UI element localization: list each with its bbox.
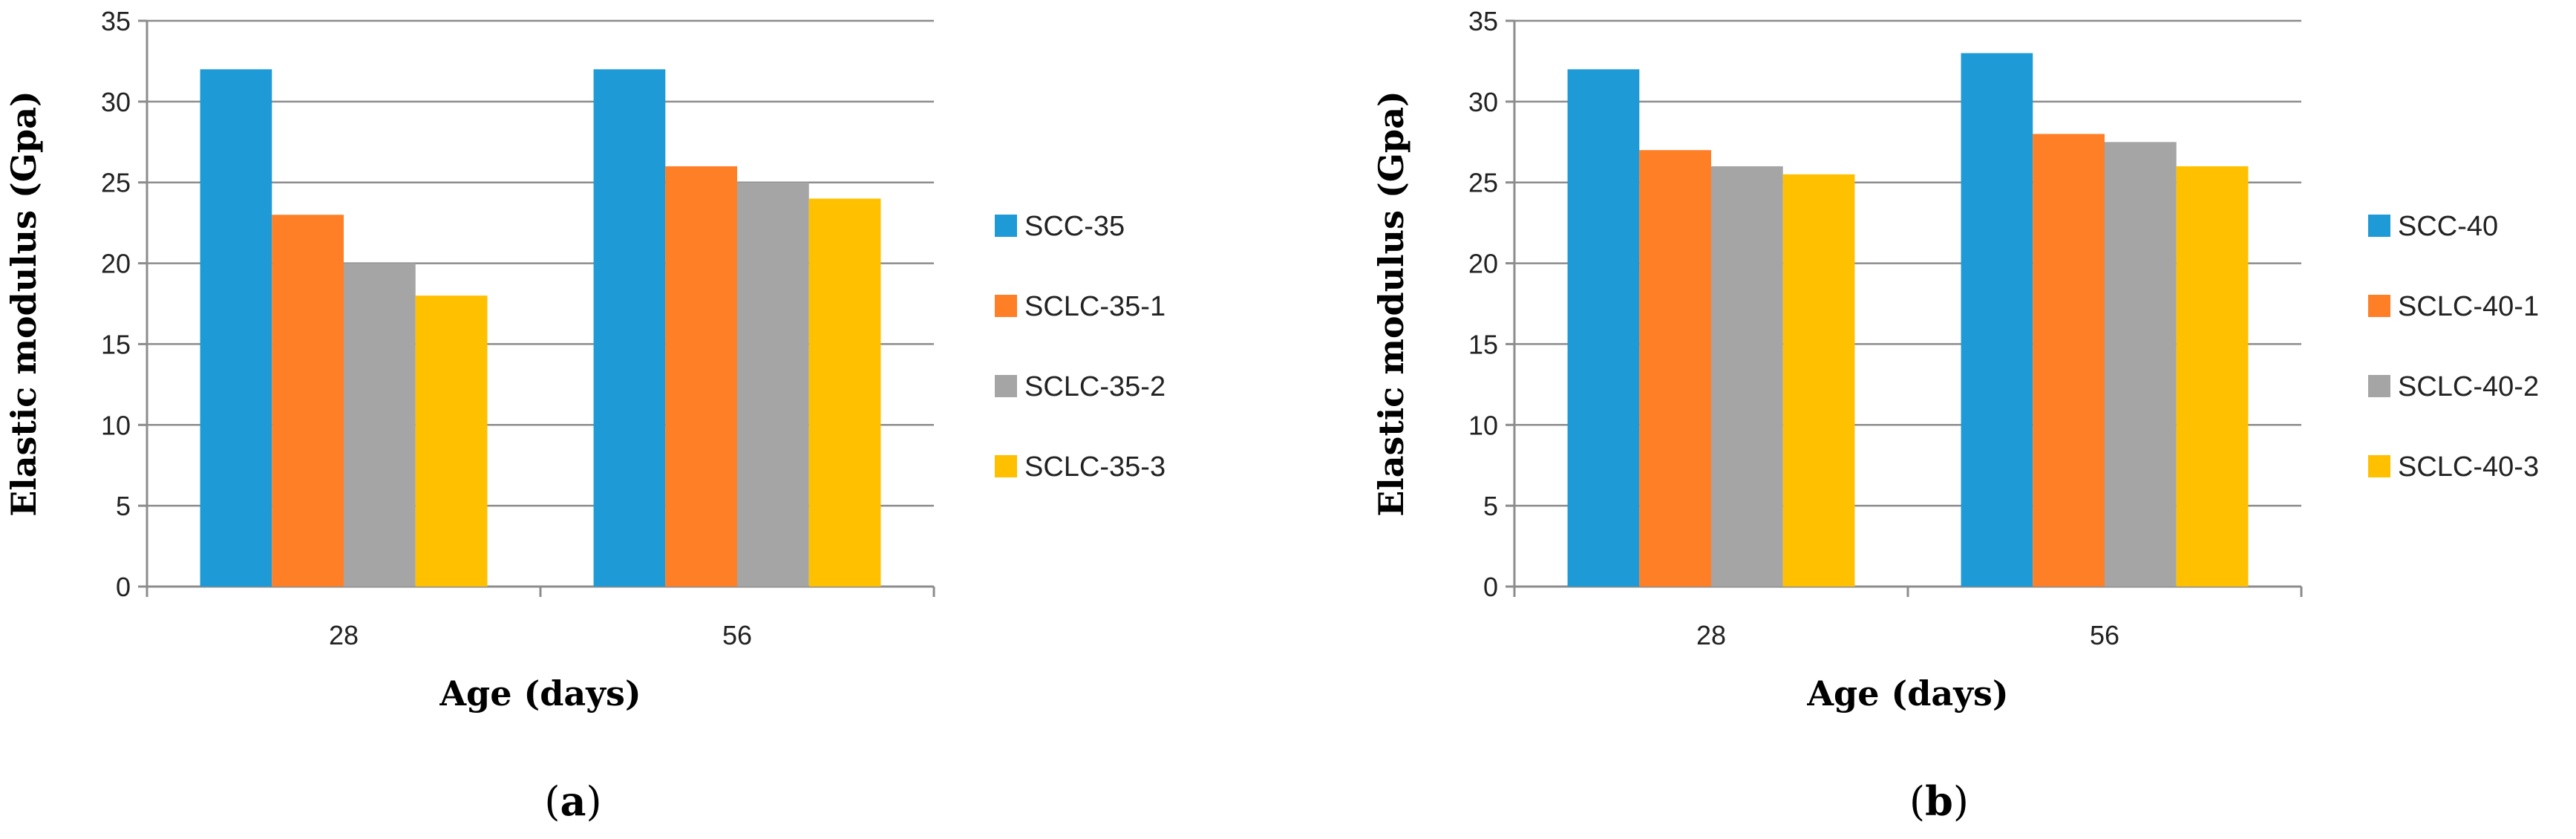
- chart-panel-a: 0 5 10 15 20 25 30 35 28 56 SCC-35 SCLC-35-1 SCLC-35…: [4, 6, 1166, 825]
- legend-label: SCLC-40-1: [2398, 291, 2539, 322]
- bar-SCLC-40-2-56: [2105, 142, 2177, 587]
- legend-swatch: [2368, 295, 2390, 317]
- y-tick-label: 5: [116, 491, 131, 521]
- caption-letter: a: [560, 777, 586, 825]
- caption-close-paren: ): [1953, 778, 1969, 825]
- y-tick-label: 10: [101, 410, 131, 440]
- y-tick-label: 25: [1468, 168, 1498, 198]
- y-tick-label: 5: [1483, 491, 1498, 521]
- x-tick-label: 56: [2090, 620, 2119, 650]
- legend-label: SCLC-40-3: [2398, 451, 2539, 483]
- bar-SCLC-35-3-56: [808, 198, 881, 587]
- y-tick-label: 30: [1468, 87, 1498, 117]
- bar-SCLC-35-2-28: [344, 263, 416, 587]
- x-tick-label: 56: [722, 620, 752, 650]
- caption-open-paren: (: [544, 778, 560, 825]
- legend-swatch: [2368, 455, 2390, 477]
- y-tick-label: 25: [101, 168, 131, 198]
- caption-open-paren: (: [1909, 778, 1925, 825]
- y-tick-label: 15: [101, 329, 131, 359]
- x-tick-label: 28: [1696, 620, 1726, 650]
- legend-label: SCC-35: [1024, 211, 1125, 242]
- y-tick-label: 35: [101, 6, 131, 36]
- bar-SCLC-40-2-28: [1711, 166, 1783, 587]
- legend-label: SCLC-40-2: [2398, 371, 2539, 402]
- legend-swatch: [995, 375, 1017, 397]
- bar-SCLC-40-3-56: [2176, 166, 2249, 587]
- bar-SCLC-35-2-56: [737, 182, 809, 587]
- legend-label: SCC-40: [2398, 211, 2498, 242]
- legend-label: SCLC-35-1: [1024, 291, 1166, 322]
- y-tick-label: 30: [101, 87, 131, 117]
- caption-letter: b: [1925, 777, 1953, 825]
- y-tick-label: 20: [101, 249, 131, 279]
- bar-SCC-35-28: [200, 69, 272, 587]
- legend-swatch: [2368, 375, 2390, 397]
- bar-SCC-35-56: [593, 69, 666, 587]
- x-axis-title: Age (days): [439, 673, 641, 714]
- y-tick-label: 0: [116, 572, 131, 602]
- caption-close-paren: ): [586, 778, 602, 825]
- legend-swatch: [995, 215, 1017, 237]
- bar-SCLC-40-1-28: [1639, 150, 1711, 587]
- bar-SCLC-35-1-28: [272, 215, 344, 587]
- panel-caption: (b): [1909, 777, 1969, 825]
- bar-SCC-40-28: [1567, 69, 1640, 587]
- bar-SCLC-35-1-56: [665, 166, 737, 587]
- bar-SCC-40-56: [1961, 53, 2033, 587]
- y-tick-label: 35: [1468, 6, 1498, 36]
- chart-panel-b: 0 5 10 15 20 25 30 35 28 56 SCC-40 SCLC-40-1 SCLC-40…: [1371, 6, 2539, 825]
- legend-swatch: [2368, 215, 2390, 237]
- bar-SCLC-35-3-28: [415, 296, 488, 587]
- panel-caption: (a): [544, 777, 601, 825]
- x-tick-label: 28: [329, 620, 359, 650]
- legend-label: SCLC-35-3: [1024, 451, 1166, 483]
- y-axis-title: Elastic modulus (Gpa): [1371, 91, 1411, 517]
- legend-swatch: [995, 295, 1017, 317]
- legend-label: SCLC-35-2: [1024, 371, 1166, 402]
- y-tick-label: 20: [1468, 249, 1498, 279]
- bar-SCLC-40-3-28: [1782, 174, 1855, 587]
- y-tick-label: 0: [1483, 572, 1498, 602]
- y-axis-title: Elastic modulus (Gpa): [4, 91, 44, 517]
- y-tick-label: 10: [1468, 410, 1498, 440]
- y-tick-label: 15: [1468, 329, 1498, 359]
- x-axis-title: Age (days): [1806, 673, 2008, 714]
- legend-swatch: [995, 455, 1017, 477]
- bar-SCLC-40-1-56: [2033, 134, 2105, 587]
